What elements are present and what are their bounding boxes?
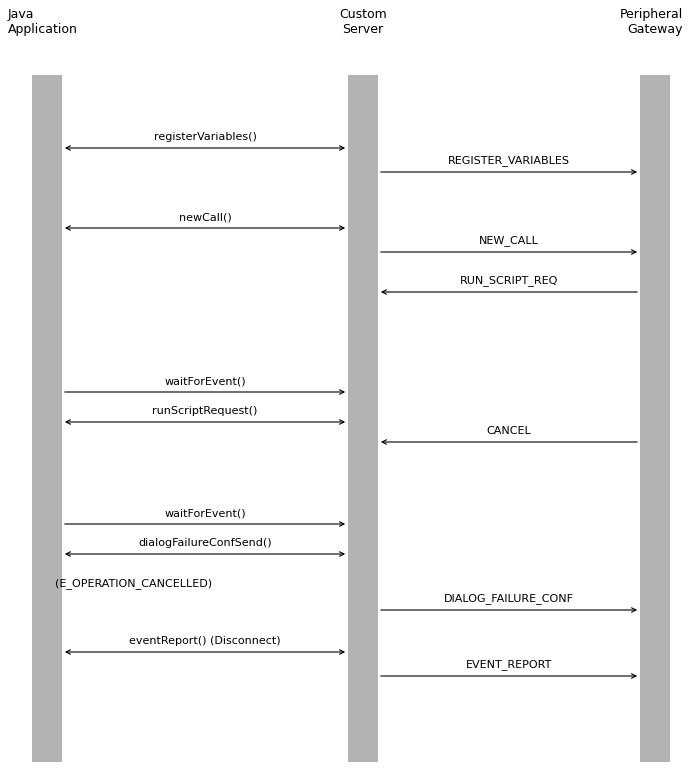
Text: REGISTER_VARIABLES: REGISTER_VARIABLES [448, 155, 570, 166]
Bar [348, 75, 378, 762]
Text: Peripheral
Gateway: Peripheral Gateway [620, 8, 683, 36]
Text: newCall(): newCall() [179, 212, 231, 222]
Text: DIALOG_FAILURE_CONF: DIALOG_FAILURE_CONF [444, 593, 574, 604]
Text: runScriptRequest(): runScriptRequest() [152, 406, 258, 416]
Text: waitForEvent(): waitForEvent() [164, 376, 246, 386]
Text: eventReport() (Disconnect): eventReport() (Disconnect) [129, 636, 281, 646]
Text: EVENT_REPORT: EVENT_REPORT [466, 659, 552, 670]
Bar [32, 75, 62, 762]
Text: Java
Application: Java Application [8, 8, 78, 36]
Bar [640, 75, 670, 762]
Text: CANCEL: CANCEL [486, 426, 531, 436]
Text: NEW_CALL: NEW_CALL [479, 235, 539, 246]
Text: dialogFailureConfSend(): dialogFailureConfSend() [138, 538, 272, 548]
Text: (E_OPERATION_CANCELLED): (E_OPERATION_CANCELLED) [55, 579, 212, 590]
Text: waitForEvent(): waitForEvent() [164, 508, 246, 518]
Text: registerVariables(): registerVariables() [153, 132, 256, 142]
Text: RUN_SCRIPT_REQ: RUN_SCRIPT_REQ [460, 275, 558, 286]
Text: Custom
Server: Custom Server [339, 8, 387, 36]
